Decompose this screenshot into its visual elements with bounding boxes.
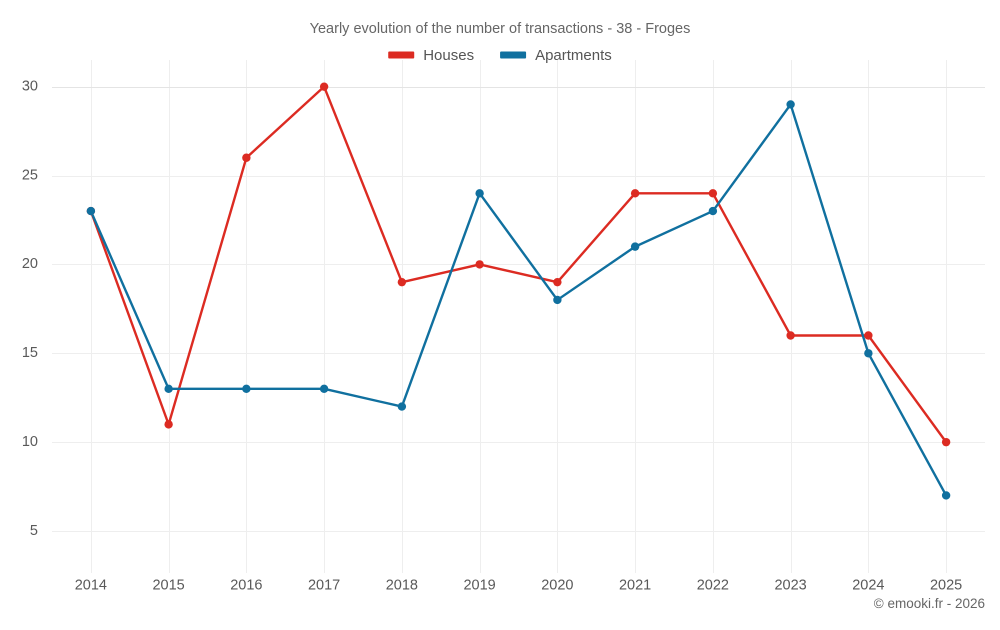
chart-legend: Houses Apartments [388,47,612,64]
x-tick-label: 2017 [308,578,340,594]
series-apartments-markers [86,100,951,500]
data-point[interactable] [475,189,484,198]
legend-label: Houses [423,47,474,64]
data-point[interactable] [553,277,562,287]
data-point[interactable] [553,295,562,305]
data-series [86,82,951,500]
x-tick-label: 2015 [152,578,184,594]
series-apartments [89,103,948,497]
data-point[interactable] [941,491,951,500]
x-tick-label: 2018 [386,578,418,594]
data-point[interactable] [786,100,795,109]
x-tick-label: 2020 [541,578,573,594]
legend-swatch [388,51,415,59]
legend-swatch [500,51,527,59]
series-houses [89,85,948,444]
data-point[interactable] [941,437,951,447]
data-point[interactable] [786,331,795,340]
series-line [89,85,948,444]
data-point[interactable] [242,384,251,394]
chart-title: Yearly evolution of the number of transa… [310,21,691,37]
data-point[interactable] [164,420,173,429]
copyright-footer: © emooki.fr - 2026 [874,596,985,611]
data-point[interactable] [319,384,329,394]
y-tick-label: 25 [22,167,38,183]
gridlines [52,60,985,573]
y-tick-label: 20 [22,256,38,272]
data-point[interactable] [630,189,640,198]
data-point[interactable] [319,82,329,91]
series-line [89,103,948,497]
data-point[interactable] [397,402,407,411]
data-point[interactable] [475,260,484,269]
x-tick-label: 2022 [697,578,729,594]
y-axis-tick-labels: 5 10 15 20 25 30 [22,78,38,538]
x-tick-label: 2023 [774,578,806,594]
data-point[interactable] [708,189,718,198]
y-tick-label: 10 [22,434,38,450]
legend-item-apartments[interactable]: Apartments [500,47,612,64]
y-tick-label: 15 [22,345,38,361]
y-tick-label: 30 [22,78,38,94]
data-point[interactable] [708,206,718,216]
data-point[interactable] [242,153,251,162]
x-axis-tick-labels: 2014 2015 2016 2017 2018 2019 2020 2021 2022 2023… [75,578,963,594]
x-tick-label: 2019 [463,578,495,594]
data-point[interactable] [164,384,173,394]
data-point[interactable] [397,277,407,287]
data-point[interactable] [86,206,96,216]
legend-label: Apartments [535,47,612,64]
data-point[interactable] [864,331,873,340]
x-tick-label: 2016 [230,578,262,594]
data-point[interactable] [630,242,640,251]
legend-item-houses[interactable]: Houses [388,47,474,64]
x-tick-label: 2025 [930,578,962,594]
x-tick-label: 2024 [852,578,884,594]
x-tick-label: 2014 [75,578,107,594]
y-tick-label: 5 [30,523,38,539]
x-tick-label: 2021 [619,578,651,594]
data-point[interactable] [864,349,873,358]
